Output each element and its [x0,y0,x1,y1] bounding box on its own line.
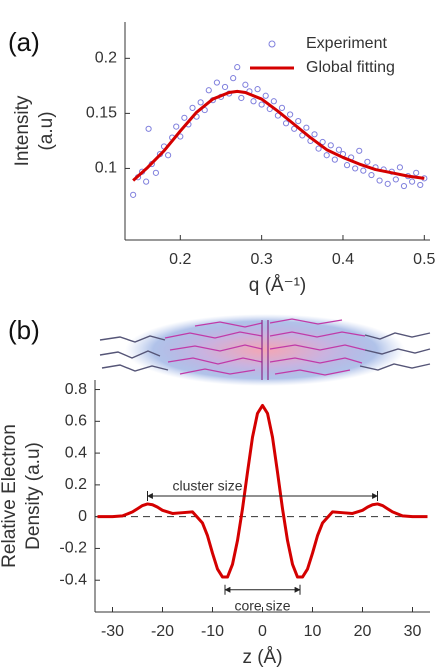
data-point [181,114,188,121]
data-point [343,162,351,169]
legend-marker [268,40,276,48]
data-point [368,171,375,179]
data-point [327,142,334,149]
data-point [287,111,294,118]
data-point [230,75,237,82]
data-point [396,164,404,171]
micelle-illustration [99,314,431,386]
data-point [352,165,359,172]
data-point [356,147,363,154]
y-tick-label: 0.2 [95,50,117,67]
data-point [130,191,137,198]
panel-label: (b) [8,315,40,345]
x-tick-label: -20 [151,623,174,640]
legend-label: Experiment [306,35,387,52]
x-tick-label: 0 [258,623,267,640]
y-tick-label: 0.1 [95,160,117,177]
y-axis-label: Intensity [12,95,33,166]
data-point [413,169,420,176]
data-point [278,104,286,111]
data-point [213,79,221,86]
data-point [250,98,257,105]
data-point [258,101,265,108]
data-point [238,94,245,102]
data-point [400,182,408,190]
data-point [189,104,196,111]
y-axis-label: Relative Electron [0,424,20,568]
y-tick-label: 0.4 [65,444,87,461]
legend-label: Global fitting [306,59,395,76]
data-point [143,178,150,185]
data-point [315,145,322,152]
data-point [270,98,277,105]
y-axis-label: (a.u) [36,111,57,150]
panel-label: (a) [8,27,40,57]
data-point [221,83,229,91]
data-point [295,117,302,125]
data-point [335,146,343,153]
x-tick-label: -30 [101,623,124,640]
data-point [242,81,249,88]
y-tick-label: 0.6 [65,413,87,430]
data-point [376,177,383,184]
x-axis-label: q (Å⁻¹) [249,275,307,296]
data-point [319,138,326,146]
x-tick-label: 10 [304,623,322,640]
y-tick-label: 0.2 [65,476,87,493]
data-point [282,120,290,127]
data-point [173,123,180,130]
data-point [331,156,338,163]
x-tick-label: 0.5 [413,251,435,268]
y-tick-label: -0.4 [59,571,87,588]
x-axis-label: z (Å) [242,647,282,668]
data-point [205,87,212,94]
data-point [323,152,330,159]
x-tick-label: 20 [354,623,372,640]
annotation: core size [234,597,290,613]
x-tick-label: 0.4 [332,251,354,268]
data-point [360,167,367,174]
line [132,89,425,182]
data-point [165,152,172,159]
data-point [234,64,241,71]
x-tick-label: 30 [404,623,422,640]
data-point [384,180,391,187]
data-point [311,131,318,138]
data-point [197,99,204,106]
x-tick-label: 0.2 [169,251,191,268]
data-point [262,92,269,99]
x-tick-label: -10 [201,623,224,640]
y-tick-label: 0.8 [65,381,87,398]
x-tick-label: 0.3 [251,251,273,268]
y-tick-label: 0 [78,508,87,525]
annotation: cluster size [172,478,242,494]
data-point [392,176,399,183]
data-point [303,124,310,131]
line [97,403,428,579]
y-tick-label: 0.15 [86,105,117,122]
data-point [145,125,152,132]
data-point [152,169,160,176]
y-axis-label: Density (a.u) [23,442,44,550]
data-point [417,181,424,189]
data-point [364,158,371,165]
y-tick-label: -0.2 [59,540,87,557]
data-point [409,178,416,185]
data-point [254,86,261,93]
